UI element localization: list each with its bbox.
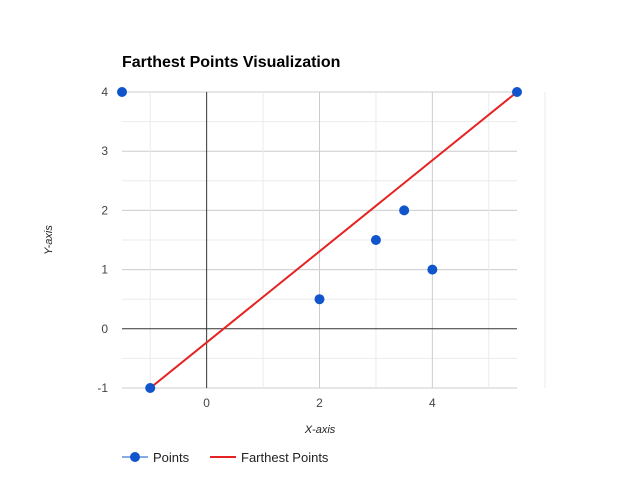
- data-point: [370, 235, 381, 245]
- x-tick-label: 2: [316, 396, 323, 410]
- farthest-points-line: [149, 91, 518, 389]
- axes: [122, 92, 517, 388]
- legend-label-points: Points: [153, 450, 190, 465]
- data-point: [145, 383, 156, 393]
- data-point: [314, 294, 325, 305]
- y-tick-label: 4: [101, 85, 108, 99]
- x-tick-label: 4: [429, 396, 436, 410]
- legend-item-farthest-points[interactable]: Farthest Points: [210, 450, 329, 465]
- y-tick-label: 2: [101, 203, 108, 217]
- y-tick-label: 3: [101, 144, 108, 158]
- chart-title: Farthest Points Visualization: [122, 54, 340, 71]
- legend-item-points[interactable]: Points: [122, 450, 190, 465]
- data-point: [117, 87, 127, 97]
- legend-marker-points: [130, 452, 140, 462]
- data-point: [427, 264, 438, 275]
- series: [117, 87, 522, 393]
- legend-label-farthest-points: Farthest Points: [241, 450, 329, 465]
- x-axis-title: X-axis: [304, 424, 336, 436]
- legend: Points Farthest Points: [122, 450, 329, 465]
- y-tick-label: 1: [101, 263, 108, 277]
- data-point: [512, 87, 522, 97]
- y-tick-label: -1: [97, 381, 108, 395]
- data-point: [399, 205, 410, 216]
- y-tick-label: 0: [101, 322, 108, 336]
- y-axis-title: Y-axis: [43, 225, 55, 255]
- x-tick-label: 0: [203, 396, 210, 410]
- tick-labels: -1 0 1 2 3 4 0 2 4: [97, 85, 436, 410]
